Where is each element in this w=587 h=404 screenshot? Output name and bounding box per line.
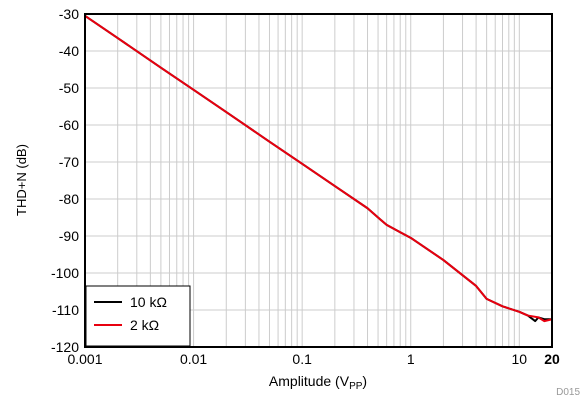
x-tick-label: 0.001 (67, 351, 102, 367)
series-line-0 (84, 15, 552, 323)
legend-box (85, 285, 191, 347)
series-lines (84, 15, 553, 323)
y-tick-label: -80 (59, 191, 79, 207)
x-tick-label: 0.01 (180, 351, 207, 367)
y-tick-labels: -30 -40 -50 -60 -70 -80 -90 -100 -110 -120 (51, 6, 79, 355)
y-tick-label: -30 (59, 6, 79, 22)
x-tick-label: 0.1 (292, 351, 312, 367)
y-tick-label: -50 (59, 80, 79, 96)
x-tick-label: 20 (544, 351, 560, 367)
y-tick-label: -120 (51, 339, 79, 355)
y-tick-label: -70 (59, 154, 79, 170)
x-tick-label: 1 (407, 351, 415, 367)
x-tick-labels: 0.001 0.01 0.1 1 10 20 (67, 351, 560, 367)
x-tick-label: 10 (512, 351, 528, 367)
series-line-1 (84, 15, 553, 323)
legend: 10 kΩ 2 kΩ (85, 285, 191, 347)
x-axis-label-close: ) (362, 373, 367, 389)
y-tick-label: -100 (51, 265, 79, 281)
x-axis-label-subscript: PP (349, 381, 363, 392)
legend-label-2k: 2 kΩ (130, 317, 159, 333)
figure-id: D015 (556, 387, 580, 398)
x-axis-label-main: Amplitude (V (269, 373, 350, 389)
y-axis-label: THD+N (dB) (14, 144, 29, 216)
legend-label-10k: 10 kΩ (130, 294, 167, 310)
plot-frame (84, 13, 553, 348)
y-tick-label: -60 (59, 117, 79, 133)
y-tick-label: -40 (59, 43, 79, 59)
y-tick-label: -90 (59, 228, 79, 244)
x-axis-label: Amplitude (VPP) (269, 373, 367, 392)
y-tick-label: -110 (52, 302, 79, 318)
